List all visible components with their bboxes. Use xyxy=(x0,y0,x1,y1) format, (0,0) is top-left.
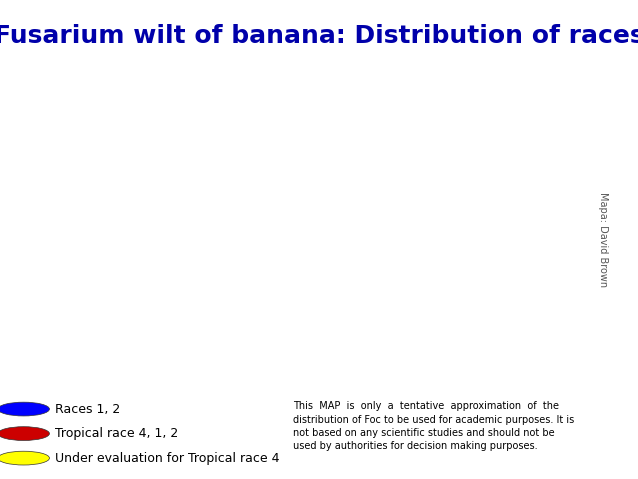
Text: Tropical race 4, 1, 2: Tropical race 4, 1, 2 xyxy=(56,427,179,440)
Text: This  MAP  is  only  a  tentative  approximation  of  the
distribution of Foc to: This MAP is only a tentative approximati… xyxy=(293,401,575,451)
Text: Races 1, 2: Races 1, 2 xyxy=(56,402,121,416)
Circle shape xyxy=(0,451,50,465)
Text: Mapa: David Brown: Mapa: David Brown xyxy=(598,192,608,287)
Text: Under evaluation for Tropical race 4: Under evaluation for Tropical race 4 xyxy=(56,452,279,465)
Text: Fusarium wilt of banana: Distribution of races: Fusarium wilt of banana: Distribution of… xyxy=(0,24,638,48)
Circle shape xyxy=(0,427,50,441)
Circle shape xyxy=(0,402,50,416)
